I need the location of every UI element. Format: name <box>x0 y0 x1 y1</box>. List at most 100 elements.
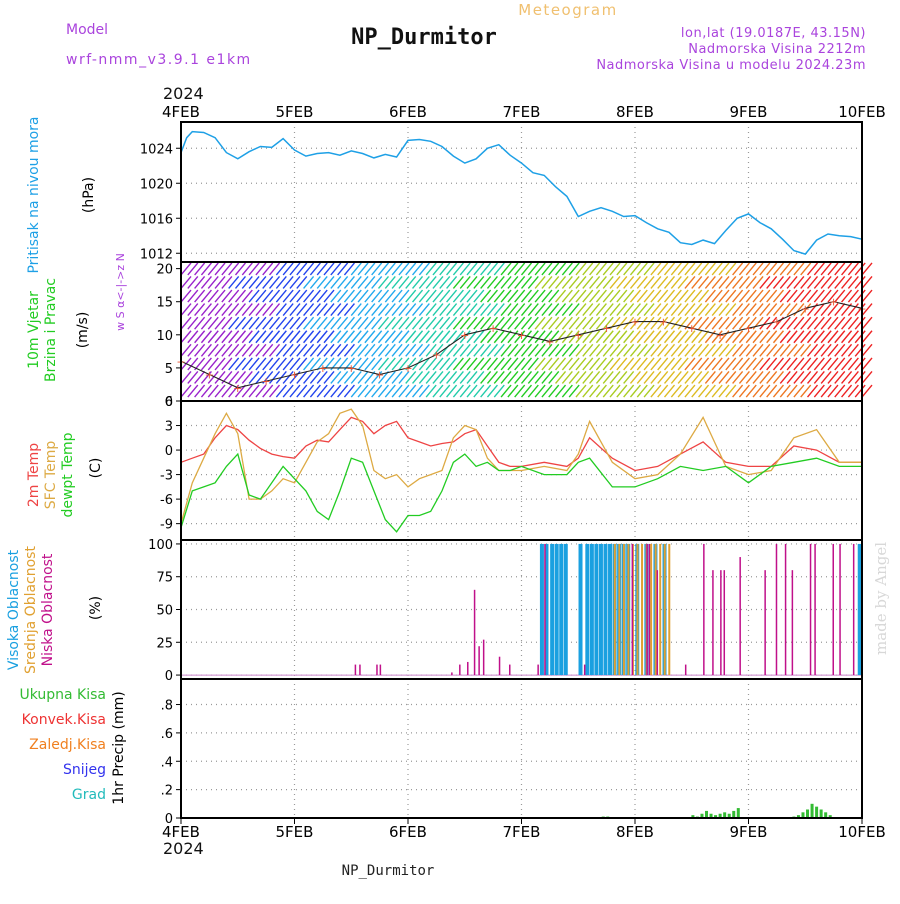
wind-barb <box>520 343 533 357</box>
wind-barb <box>732 330 744 344</box>
wind-barb <box>303 357 315 371</box>
wind-barb <box>200 330 212 344</box>
wind-barb <box>323 276 335 289</box>
wind-barb <box>772 289 785 303</box>
wind-barb <box>480 262 492 276</box>
wind-barb <box>561 357 573 371</box>
wind-barb <box>234 303 247 317</box>
wind-barb <box>704 384 716 398</box>
wind-barb <box>698 371 710 384</box>
wind-barb <box>806 289 819 303</box>
wind-barb <box>364 343 376 357</box>
cloud-low-bar <box>467 661 469 676</box>
wind-barb <box>759 276 771 289</box>
wind-barb <box>282 371 294 384</box>
wind-barb <box>779 289 791 303</box>
wind-barb <box>255 330 267 344</box>
wind-barb <box>820 384 832 398</box>
wind-barb <box>861 262 873 276</box>
wind-barb <box>228 371 240 384</box>
wind-barb <box>486 276 498 289</box>
wind-barb <box>820 289 832 303</box>
wind-barb <box>813 371 825 384</box>
precip-bar <box>732 810 736 818</box>
cloud-low-bar <box>478 646 480 676</box>
wind-barb <box>582 371 594 384</box>
wind-barb <box>602 343 614 357</box>
wind-barb <box>255 357 267 371</box>
wind-barb <box>541 330 553 344</box>
wind-barb <box>473 289 485 303</box>
wind-barb <box>364 276 376 289</box>
wind-barb <box>800 330 812 344</box>
wind-barb <box>772 357 785 371</box>
wind-barb <box>786 343 798 357</box>
wind-barb <box>629 276 641 289</box>
wind-barb <box>698 289 710 303</box>
wind-barb <box>616 357 628 371</box>
wind-barb <box>541 357 553 371</box>
wind-barb <box>248 371 260 384</box>
wind-barb <box>514 330 526 344</box>
precip-bar <box>700 813 704 818</box>
wind-barb <box>745 276 757 289</box>
precip-ytick-label: .4 <box>161 755 173 770</box>
wind-barb <box>841 330 853 344</box>
wind-barb <box>786 357 798 371</box>
temp-line-0 <box>180 416 862 472</box>
wind-barb <box>602 371 614 384</box>
wind-barb <box>813 303 825 317</box>
precip-legend-label: Ukupna Kisa <box>19 687 106 703</box>
wind-barb <box>555 289 567 303</box>
wind-barb <box>759 330 771 344</box>
wind-barb <box>323 262 335 276</box>
cloud-high-bar <box>544 543 549 676</box>
wind-barb <box>228 330 240 344</box>
wind-barb <box>670 371 682 384</box>
wind-barb <box>200 276 212 289</box>
wind-speed-line <box>180 301 863 389</box>
wind-barb <box>575 330 587 344</box>
wind-barb <box>834 262 846 276</box>
wind-barb <box>582 357 594 371</box>
cloud-high-bar <box>585 543 590 676</box>
wind-barb <box>303 316 315 330</box>
wind-barb <box>548 357 560 371</box>
wind-barb <box>670 330 682 344</box>
wind-barb <box>718 371 730 384</box>
wind-barb <box>452 303 464 317</box>
wind-barb <box>629 289 641 303</box>
wind-barb <box>350 303 362 317</box>
wind-barb <box>691 371 703 384</box>
wind-barb <box>337 316 349 330</box>
precip-bar <box>705 810 709 818</box>
wind-barb <box>520 276 533 289</box>
wind-barb <box>364 303 376 317</box>
wind-barb <box>827 289 839 303</box>
wind-barb <box>275 384 287 398</box>
wind-barb <box>800 371 812 384</box>
wind-barb <box>330 262 342 276</box>
wind-barb <box>248 316 260 330</box>
wind-gust-marker: + <box>772 316 781 329</box>
wind-barb <box>738 343 750 357</box>
wind-barb <box>786 384 798 398</box>
wind-barb <box>643 316 655 330</box>
wind-barb <box>732 276 744 289</box>
wind-barb <box>289 276 301 289</box>
wind-barb <box>425 384 437 398</box>
x-label-top: 7FEB <box>503 103 541 121</box>
wind-barb <box>343 316 355 330</box>
wind-barb <box>398 330 410 344</box>
wind-barb <box>309 357 321 371</box>
cloud-low-bar <box>379 664 382 676</box>
pressure-ytick-label: 1020 <box>140 177 173 192</box>
wind-barb <box>200 357 212 371</box>
wind-barb <box>745 384 757 398</box>
wind-barb <box>854 262 866 276</box>
precip-bar <box>815 806 819 818</box>
pressure-ytick-label: 1016 <box>140 212 173 227</box>
wind-barb <box>711 276 723 289</box>
wind-barb <box>316 276 328 289</box>
wind-barb <box>200 289 212 303</box>
